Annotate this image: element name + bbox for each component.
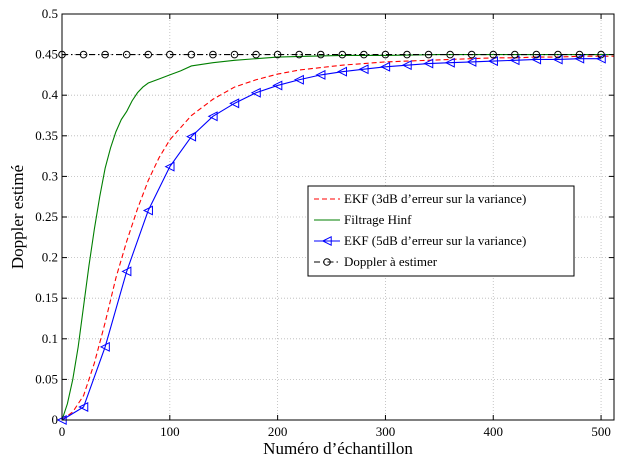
y-tick-label: 0.5 [42,6,58,21]
legend: EKF (3dB d’erreur sur la variance) Filtra… [307,185,575,277]
data-point [358,64,369,75]
y-tick-label: 0.35 [35,128,58,143]
data-point [230,50,239,59]
data-point [360,50,368,59]
data-point [381,50,390,59]
data-point [166,50,174,59]
data-point [101,50,109,59]
data-point [552,54,563,65]
data-point [121,266,132,277]
data-point [575,50,584,59]
data-point [489,50,498,59]
data-point [293,74,304,85]
data-point [144,50,153,59]
data-point [511,50,519,59]
data-point [187,50,196,59]
data-point [423,58,434,69]
data-point [207,111,218,122]
data-point [532,50,541,59]
x-tick-label: 400 [484,424,504,439]
tick-labels: 0 100 200 300 400 500 0 0.05 0.1 0.15 0.2 0.25 0.3 0.… [35,6,611,439]
y-tick-label: 0.15 [35,290,58,305]
data-point [338,50,347,59]
ticks [61,13,614,421]
data-point [424,50,433,59]
legend-label: EKF (3dB d’erreur sur la variance) [344,191,526,206]
data-point [252,50,260,59]
x-tick-label: 200 [268,424,288,439]
data-point [597,50,605,59]
legend-label: EKF (5dB d’erreur sur la variance) [344,233,526,248]
x-axis-label: Numéro d’échantillon [263,439,413,458]
data-point [164,161,175,172]
y-tick-label: 0.05 [35,371,58,386]
legend-label: Doppler à estimer [344,254,438,269]
y-tick-label: 0.25 [35,209,58,224]
y-tick-label: 0 [52,412,59,427]
data-point [487,56,498,67]
y-tick-label: 0.1 [42,331,58,346]
series-line [61,55,614,421]
legend-marker [321,235,332,247]
y-axis-label: Doppler estimé [8,165,27,269]
data-point [595,53,606,64]
x-tick-label: 0 [59,424,66,439]
series-1 [61,55,614,421]
data-point [316,50,325,59]
series-line [61,54,614,421]
data-point [336,66,348,77]
data-point [466,56,477,67]
data-point [467,50,476,59]
legend-label: Filtrage Hinf [344,212,412,227]
data-point [122,50,131,59]
data-point [401,60,412,71]
x-tick-label: 100 [160,424,180,439]
data-point [380,61,391,72]
data-point [444,57,455,68]
data-point [531,54,542,65]
data-point [79,50,88,59]
data-point [315,69,326,80]
data-point [99,341,110,352]
y-tick-label: 0.45 [35,47,58,62]
data-point [209,50,217,59]
data-point [78,401,89,413]
data-point [295,50,303,59]
data-point [250,87,261,98]
data-point [273,50,282,59]
legend-marker [323,258,331,266]
x-tick-label: 500 [591,424,611,439]
data-point [403,50,411,59]
legend-box [307,185,575,277]
y-tick-label: 0.2 [42,250,58,265]
y-tick-label: 0.4 [42,87,59,102]
data-point [229,98,240,109]
data-point [446,50,454,59]
series-2 [61,54,614,421]
data-point [574,53,585,64]
data-point [142,205,153,216]
y-tick-label: 0.3 [42,168,58,183]
x-tick-label: 300 [376,424,396,439]
data-point [554,50,562,59]
data-point [272,80,283,91]
data-point [186,131,197,142]
